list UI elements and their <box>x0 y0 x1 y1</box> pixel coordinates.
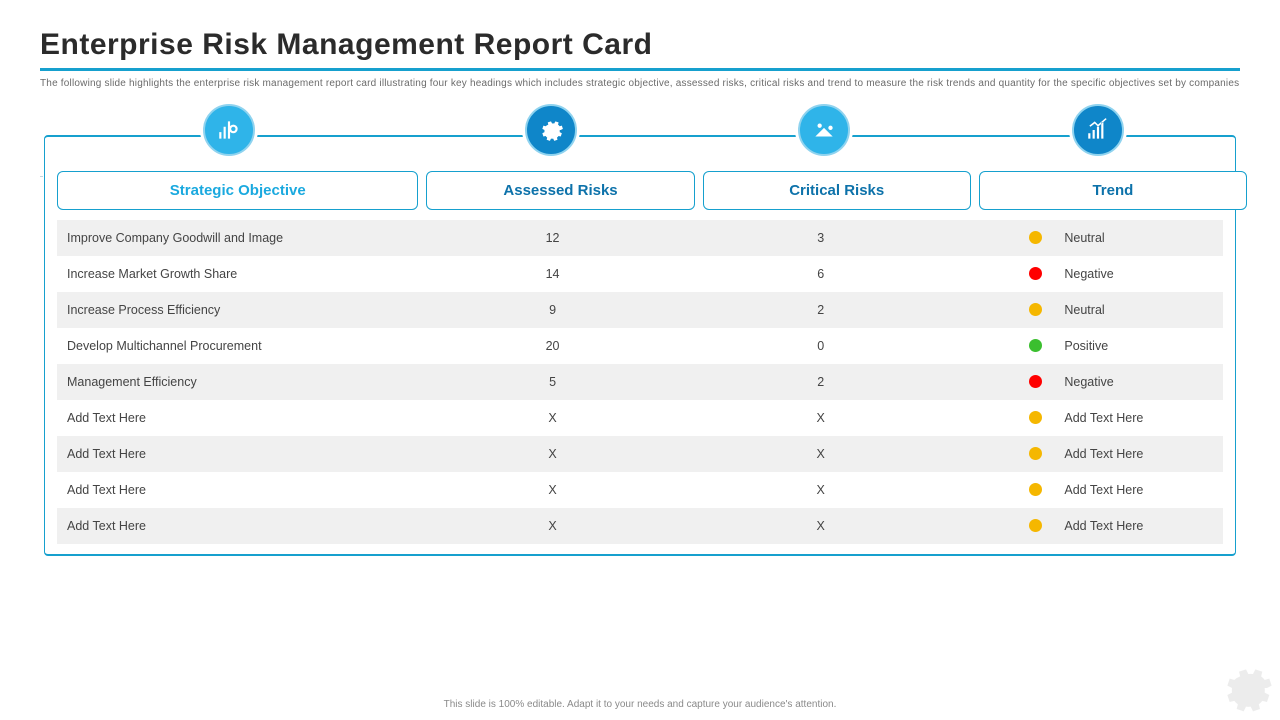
gear-badge-icon <box>525 104 577 156</box>
trend-label: Add Text Here <box>1064 483 1148 497</box>
table-row: Increase Process Efficiency92 Neutral <box>57 292 1223 328</box>
cell-assessed: X <box>418 483 686 497</box>
trend-dot-icon <box>1029 303 1042 316</box>
trend-label: Add Text Here <box>1064 519 1148 533</box>
cell-assessed: X <box>418 519 686 533</box>
table-row: Add Text HereXXAdd Text Here <box>57 508 1223 544</box>
cell-trend: Add Text Here <box>955 483 1223 497</box>
cell-trend: Negative <box>955 267 1223 281</box>
background-gear-icon <box>1218 660 1274 716</box>
cell-assessed: X <box>418 447 686 461</box>
trend-dot-icon <box>1029 375 1042 388</box>
cell-critical: 0 <box>687 339 955 353</box>
cell-assessed: 20 <box>418 339 686 353</box>
cell-assessed: 14 <box>418 267 686 281</box>
trend-dot-icon <box>1029 483 1042 496</box>
cell-objective: Develop Multichannel Procurement <box>57 339 418 353</box>
cell-assessed: X <box>418 411 686 425</box>
trend-label: Neutral <box>1064 303 1148 317</box>
trend-dot-icon <box>1029 519 1042 532</box>
footer-note: This slide is 100% editable. Adapt it to… <box>0 699 1280 710</box>
cell-critical: X <box>687 483 955 497</box>
table-row: Develop Multichannel Procurement200 Posit… <box>57 328 1223 364</box>
cell-trend: Positive <box>955 339 1223 353</box>
cell-critical: X <box>687 411 955 425</box>
col-header-assessed: Assessed Risks <box>426 171 694 210</box>
cell-objective: Add Text Here <box>57 519 418 533</box>
col-header-critical: Critical Risks <box>703 171 971 210</box>
table-row: Improve Company Goodwill and Image123 Neu… <box>57 220 1223 256</box>
cell-objective: Add Text Here <box>57 411 418 425</box>
table-body: Improve Company Goodwill and Image123 Neu… <box>45 220 1235 554</box>
page-title: Enterprise Risk Management Report Card <box>40 28 1240 62</box>
cell-objective: Management Efficiency <box>57 375 418 389</box>
table-row: Management Efficiency52 Negative <box>57 364 1223 400</box>
cell-critical: X <box>687 447 955 461</box>
trend-label: Negative <box>1064 267 1148 281</box>
cell-objective: Increase Market Growth Share <box>57 267 418 281</box>
cell-objective: Add Text Here <box>57 447 418 461</box>
cell-assessed: 5 <box>418 375 686 389</box>
cell-objective: Increase Process Efficiency <box>57 303 418 317</box>
cell-critical: 2 <box>687 303 955 317</box>
cell-trend: Add Text Here <box>955 519 1223 533</box>
report-card: Strategic Objective Assessed Risks Criti… <box>44 135 1236 556</box>
trend-dot-icon <box>1029 339 1042 352</box>
trend-label: Negative <box>1064 375 1148 389</box>
page-subtitle: The following slide highlights the enter… <box>40 77 1240 91</box>
cell-assessed: 9 <box>418 303 686 317</box>
trend-up-icon <box>1072 104 1124 156</box>
title-underline <box>40 68 1240 71</box>
table-row: Add Text HereXXAdd Text Here <box>57 436 1223 472</box>
cell-trend: Add Text Here <box>955 447 1223 461</box>
trend-label: Positive <box>1064 339 1148 353</box>
table-row: Add Text HereXXAdd Text Here <box>57 400 1223 436</box>
col-header-trend: Trend <box>979 171 1247 210</box>
table-row: Increase Market Growth Share146 Negative <box>57 256 1223 292</box>
cell-trend: Neutral <box>955 231 1223 245</box>
trend-dot-icon <box>1029 447 1042 460</box>
column-icons-row <box>45 104 1235 156</box>
cell-critical: 3 <box>687 231 955 245</box>
col-header-objective: Strategic Objective <box>57 171 418 210</box>
trend-dot-icon <box>1029 231 1042 244</box>
cell-trend: Add Text Here <box>955 411 1223 425</box>
trend-label: Add Text Here <box>1064 447 1148 461</box>
trend-dot-icon <box>1029 411 1042 424</box>
cell-critical: 6 <box>687 267 955 281</box>
cell-objective: Add Text Here <box>57 483 418 497</box>
table-row: Add Text HereXXAdd Text Here <box>57 472 1223 508</box>
cell-trend: Neutral <box>955 303 1223 317</box>
cell-critical: X <box>687 519 955 533</box>
target-chart-icon <box>203 104 255 156</box>
balance-icon <box>798 104 850 156</box>
trend-dot-icon <box>1029 267 1042 280</box>
cell-critical: 2 <box>687 375 955 389</box>
trend-label: Add Text Here <box>1064 411 1148 425</box>
trend-label: Neutral <box>1064 231 1148 245</box>
cell-trend: Negative <box>955 375 1223 389</box>
cell-assessed: 12 <box>418 231 686 245</box>
cell-objective: Improve Company Goodwill and Image <box>57 231 418 245</box>
